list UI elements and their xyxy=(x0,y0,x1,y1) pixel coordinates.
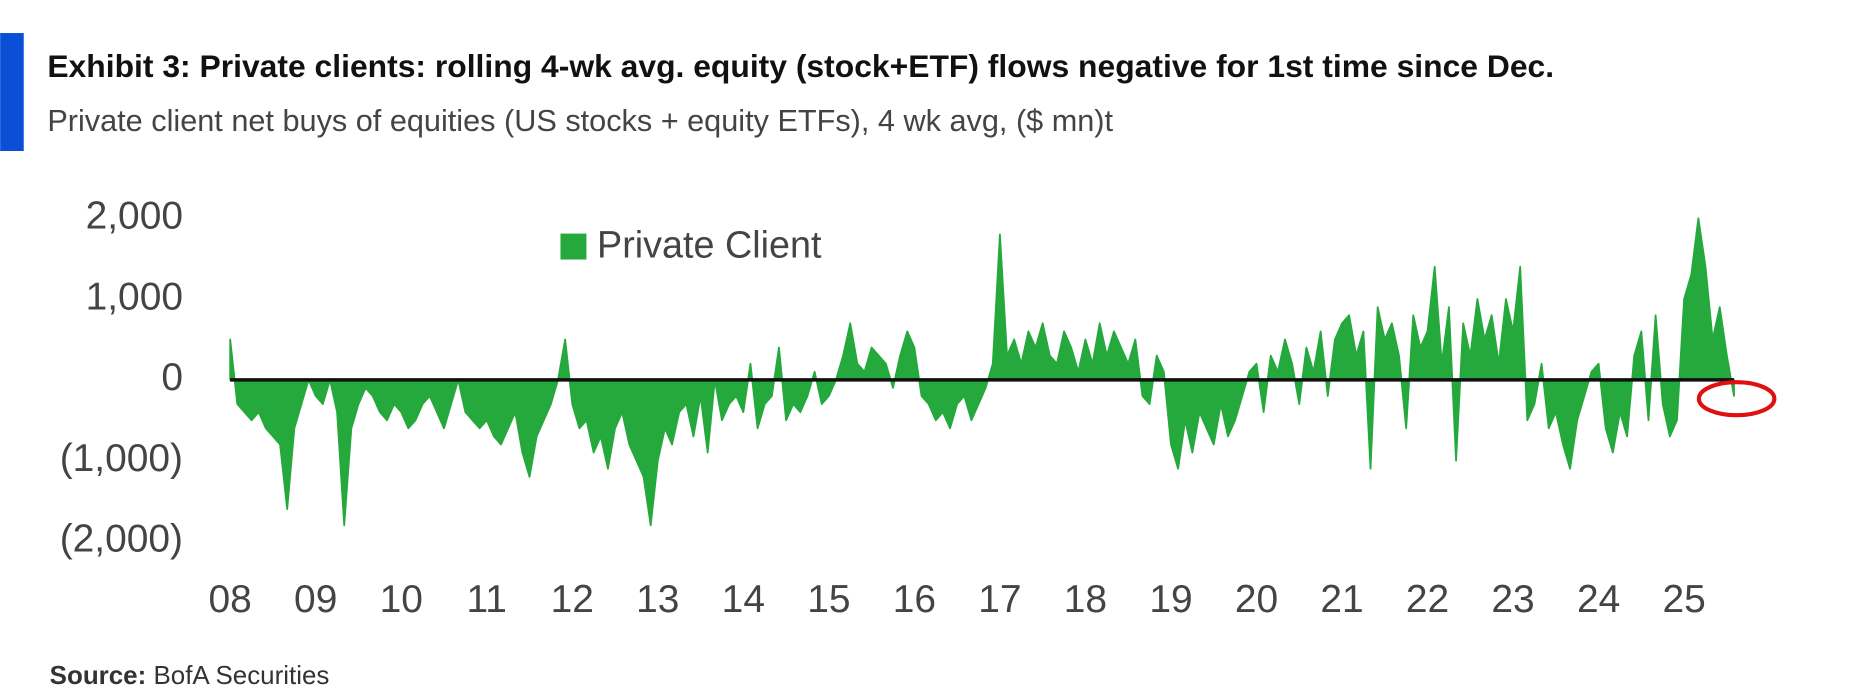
y-tick-label: 2,000 xyxy=(86,195,183,238)
x-tick-label: 17 xyxy=(978,578,1021,621)
chart-subtitle: Private client net buys of equities (US … xyxy=(47,104,1113,138)
y-tick-label: 1,000 xyxy=(86,275,183,318)
area xyxy=(229,217,1735,527)
x-tick-label: 21 xyxy=(1320,578,1363,621)
highlight-circle xyxy=(1696,380,1777,418)
x-tick-label: 16 xyxy=(893,578,936,621)
chart-title: Exhibit 3: Private clients: rolling 4-wk… xyxy=(47,48,1554,84)
x-tick-label: 10 xyxy=(380,578,423,621)
x-tick-label: 18 xyxy=(1064,578,1107,621)
legend-label: Private Client xyxy=(597,224,822,266)
x-tick-label: 08 xyxy=(209,578,252,621)
x-tick-label: 22 xyxy=(1406,578,1449,621)
y-tick-label: 0 xyxy=(161,356,183,399)
x-tick-label: 20 xyxy=(1235,578,1278,621)
x-tick-label: 19 xyxy=(1149,578,1192,621)
source-label: Source: xyxy=(50,662,147,690)
source-text: BofA Securities xyxy=(153,662,329,690)
x-tick-label: 12 xyxy=(551,578,594,621)
source: Source: BofA Securities xyxy=(50,662,330,690)
x-tick-label: 13 xyxy=(636,578,679,621)
x-tick-label: 14 xyxy=(722,578,765,621)
x-tick-label: 09 xyxy=(294,578,337,621)
legend-swatch xyxy=(560,233,587,260)
y-tick-label: (2,000) xyxy=(60,518,183,561)
x-tick-label: 15 xyxy=(807,578,850,621)
y-tick-label: (1,000) xyxy=(60,437,183,480)
x-tick-label: 11 xyxy=(467,578,507,621)
x-tick-label: 24 xyxy=(1577,578,1620,621)
x-tick-label: 25 xyxy=(1662,578,1705,621)
accent-bar xyxy=(0,33,24,151)
x-tick-label: 23 xyxy=(1491,578,1534,621)
